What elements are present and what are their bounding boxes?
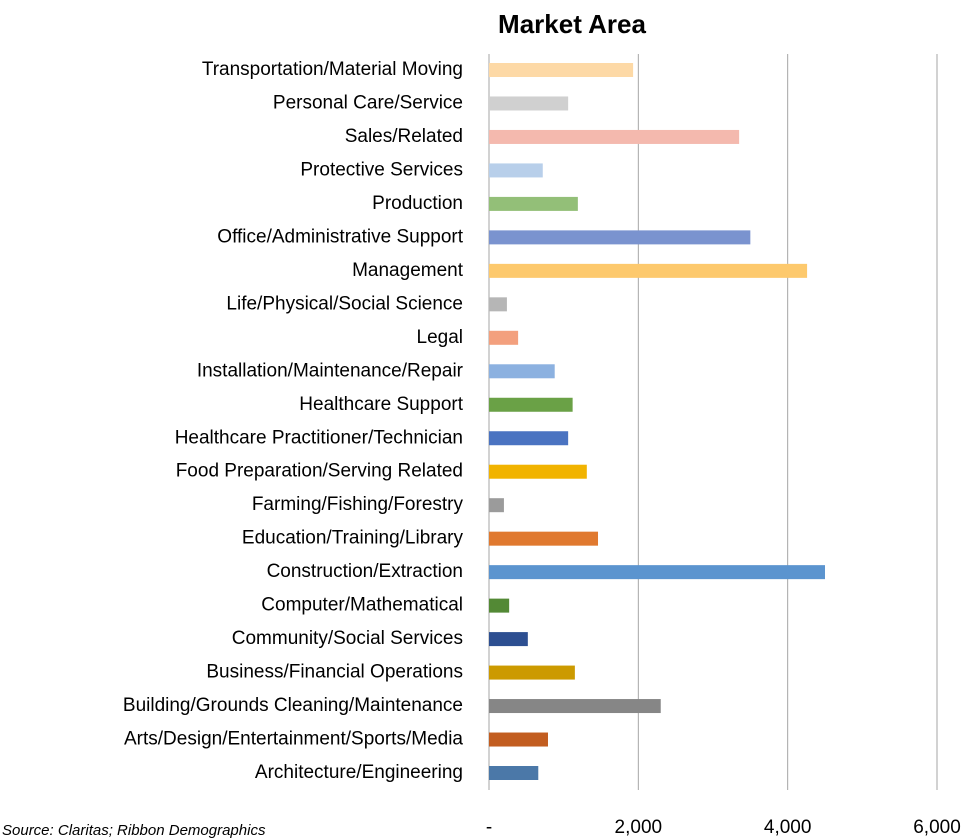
y-tick-label: Office/Administrative Support bbox=[217, 226, 463, 247]
x-tick-label: 2,000 bbox=[615, 817, 663, 838]
bar bbox=[489, 531, 599, 546]
bar bbox=[489, 464, 587, 479]
bar bbox=[489, 129, 740, 144]
bar bbox=[489, 431, 569, 446]
y-tick-label: Sales/Related bbox=[345, 126, 463, 147]
y-tick-label: Legal bbox=[417, 327, 464, 348]
bar bbox=[489, 732, 548, 747]
bar bbox=[489, 632, 528, 647]
bar bbox=[489, 565, 825, 580]
bar bbox=[489, 364, 555, 379]
bar bbox=[489, 230, 751, 245]
bar bbox=[489, 397, 573, 412]
y-tick-label: Personal Care/Service bbox=[273, 92, 463, 113]
y-tick-label: Construction/Extraction bbox=[267, 561, 463, 582]
y-tick-label: Production bbox=[372, 193, 463, 214]
source-note: Source: Claritas; Ribbon Demographics bbox=[2, 822, 266, 839]
bar bbox=[489, 163, 543, 178]
y-tick-label: Farming/Fishing/Forestry bbox=[252, 494, 464, 515]
y-tick-label: Healthcare Practitioner/Technician bbox=[175, 427, 463, 448]
y-tick-label: Education/Training/Library bbox=[242, 528, 464, 549]
x-tick-label: - bbox=[486, 817, 492, 838]
y-tick-label: Transportation/Material Moving bbox=[202, 59, 463, 80]
y-tick-label: Food Preparation/Serving Related bbox=[176, 461, 463, 482]
y-tick-label: Management bbox=[352, 260, 464, 281]
bar bbox=[489, 498, 504, 513]
y-tick-label: Protective Services bbox=[300, 159, 463, 180]
bar bbox=[489, 665, 575, 680]
bar bbox=[489, 196, 578, 211]
bar bbox=[489, 263, 808, 278]
y-tick-label: Life/Physical/Social Science bbox=[226, 293, 463, 314]
bar bbox=[489, 297, 507, 312]
bar bbox=[489, 766, 539, 780]
bar bbox=[489, 63, 634, 77]
y-tick-label: Computer/Mathematical bbox=[261, 595, 463, 616]
x-tick-label: 6,000 bbox=[913, 817, 961, 838]
x-tick-label: 4,000 bbox=[764, 817, 812, 838]
y-tick-label: Arts/Design/Entertainment/Sports/Media bbox=[124, 729, 463, 750]
bar bbox=[489, 330, 519, 345]
y-tick-label: Building/Grounds Cleaning/Maintenance bbox=[123, 695, 463, 716]
bar bbox=[489, 96, 569, 111]
y-tick-label: Installation/Maintenance/Repair bbox=[197, 360, 464, 381]
y-tick-label: Business/Financial Operations bbox=[206, 662, 463, 683]
bar bbox=[489, 598, 510, 613]
y-tick-label: Architecture/Engineering bbox=[255, 762, 463, 783]
bar bbox=[489, 699, 661, 714]
chart-title: Market Area bbox=[498, 9, 646, 39]
y-tick-label: Community/Social Services bbox=[232, 628, 463, 649]
y-tick-label: Healthcare Support bbox=[299, 394, 463, 415]
